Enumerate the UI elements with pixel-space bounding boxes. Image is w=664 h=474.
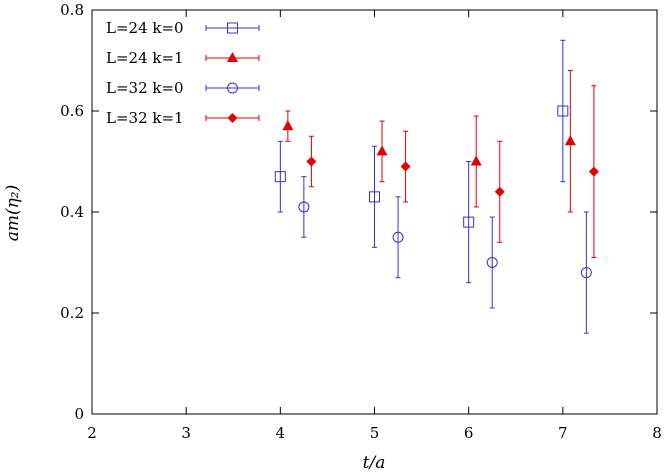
x-tick-label: 2	[87, 424, 97, 442]
ticks: 2 3 4 5 6 7 8 0 0.2 0.4 0.6 0.8	[60, 1, 662, 442]
filled-diamond-marker	[227, 113, 238, 123]
y-tick-label: 0.8	[60, 1, 84, 19]
data-marks	[274, 39, 599, 334]
series-3	[298, 176, 592, 334]
open-square-marker	[227, 22, 238, 34]
open-square-marker	[369, 191, 380, 203]
x-tick-label: 4	[276, 424, 286, 442]
open-square-marker	[274, 171, 286, 183]
x-tick-label: 6	[464, 424, 474, 442]
filled-triangle-marker	[227, 52, 238, 62]
y-tick-label: 0	[74, 405, 84, 423]
legend-label: L=24 k=0	[106, 19, 184, 37]
y-axis-label: am(η₂)	[3, 185, 23, 242]
open-circle-marker	[227, 82, 238, 94]
open-circle-marker	[486, 257, 498, 268]
filled-diamond-marker	[400, 161, 411, 172]
x-tick-label: 7	[558, 424, 568, 442]
y-tick-label: 0.2	[60, 304, 84, 322]
filled-triangle-marker	[282, 120, 294, 131]
filled-diamond-marker	[494, 186, 505, 197]
series-2	[282, 70, 576, 213]
filled-diamond-marker	[306, 156, 317, 167]
filled-triangle-marker	[470, 155, 482, 166]
legend-label: L=32 k=0	[106, 79, 184, 97]
open-circle-marker	[392, 231, 404, 243]
filled-triangle-marker	[376, 145, 388, 156]
x-tick-label: 3	[181, 424, 191, 442]
open-square-marker	[463, 216, 475, 228]
filled-triangle-marker	[564, 135, 576, 146]
open-circle-marker	[580, 267, 592, 279]
legend-label: L=24 k=1	[106, 49, 184, 67]
legend-label: L=32 k=1	[106, 109, 184, 127]
open-square-marker	[557, 105, 569, 117]
y-tick-label: 0.6	[60, 102, 84, 120]
open-circle-marker	[298, 201, 310, 213]
series-1	[274, 39, 569, 284]
filled-diamond-marker	[588, 166, 599, 177]
y-tick-label: 0.4	[60, 203, 84, 221]
legend: L=24 k=0 L=24 k=1 L=32 k=0 L=32 k=1	[106, 19, 260, 127]
x-tick-label: 8	[652, 424, 662, 442]
series-4	[306, 85, 599, 258]
x-tick-label: 5	[370, 424, 380, 442]
x-axis-label: t/a	[363, 453, 386, 473]
